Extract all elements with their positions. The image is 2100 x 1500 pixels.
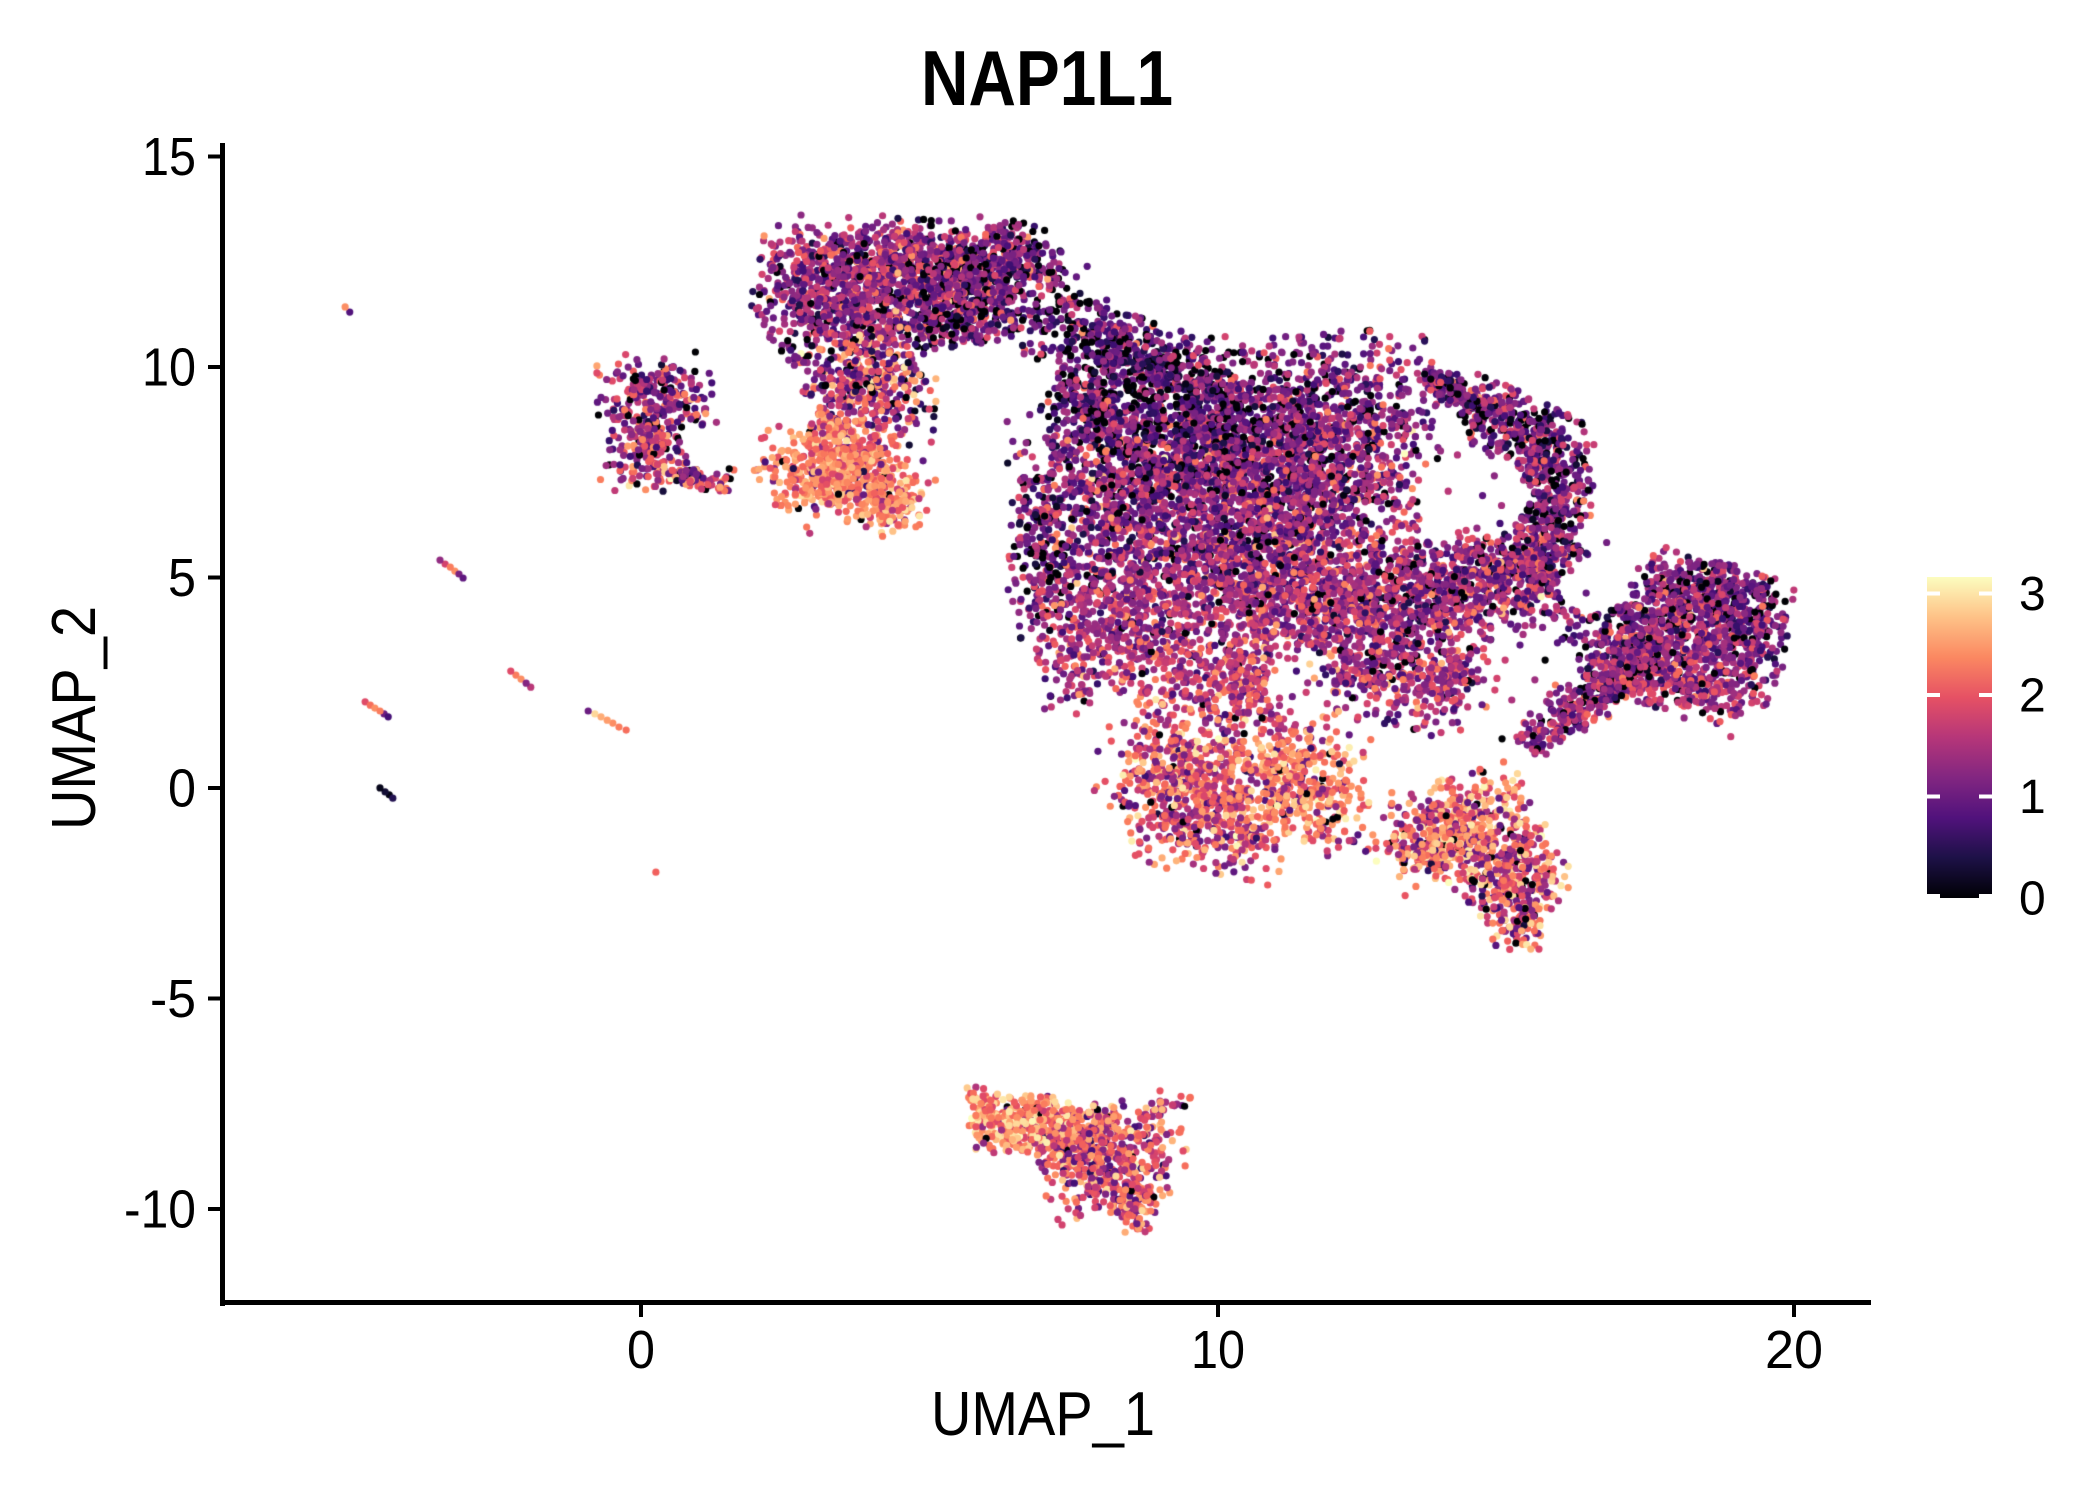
svg-text:15: 15 bbox=[142, 127, 196, 187]
svg-text:0: 0 bbox=[627, 1320, 655, 1380]
svg-text:3: 3 bbox=[2019, 568, 2046, 621]
svg-text:10: 10 bbox=[1191, 1320, 1245, 1380]
svg-text:20: 20 bbox=[1765, 1320, 1823, 1380]
svg-text:0: 0 bbox=[168, 759, 196, 819]
svg-text:UMAP_2: UMAP_2 bbox=[40, 606, 109, 830]
svg-text:2: 2 bbox=[2019, 670, 2046, 723]
svg-text:-10: -10 bbox=[124, 1180, 196, 1240]
svg-text:1: 1 bbox=[2019, 771, 2046, 824]
svg-text:NAP1L1: NAP1L1 bbox=[921, 34, 1173, 122]
svg-text:10: 10 bbox=[142, 338, 196, 398]
svg-text:0: 0 bbox=[2019, 873, 2046, 926]
svg-text:UMAP_1: UMAP_1 bbox=[931, 1380, 1155, 1449]
svg-text:-5: -5 bbox=[150, 969, 196, 1029]
svg-text:5: 5 bbox=[168, 548, 196, 608]
